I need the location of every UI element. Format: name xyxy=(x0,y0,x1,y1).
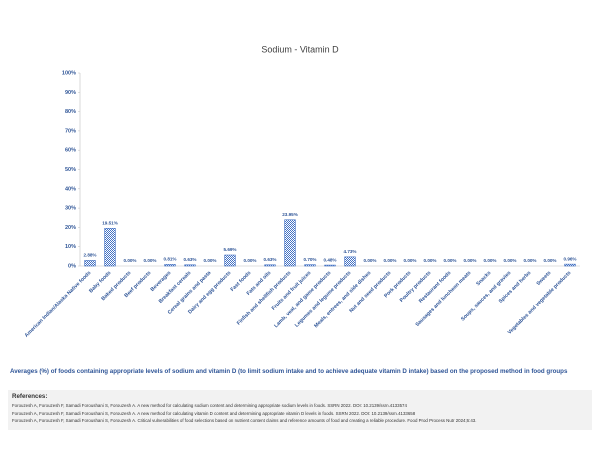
reference: Forouzesh A, Forouzesh F, Samadi Foroush… xyxy=(12,403,407,408)
value-label: 0.00% xyxy=(543,258,556,263)
y-tick-label: 20% xyxy=(65,225,76,231)
value-label: 23.95% xyxy=(282,212,298,217)
y-tick-label: 70% xyxy=(65,128,76,134)
reference: Forouzesh A, Forouzesh F, Samadi Foroush… xyxy=(12,418,477,423)
value-label: 0.48% xyxy=(323,257,336,262)
value-label: 5.69% xyxy=(223,247,236,252)
y-tick-label: 10% xyxy=(65,244,76,250)
bar xyxy=(164,264,176,267)
value-label: 19.51% xyxy=(102,221,118,226)
bar xyxy=(304,264,316,267)
value-label: 0.63% xyxy=(263,257,276,262)
bar xyxy=(344,256,356,267)
chart: Sodium - Vitamin D 0% 10% 20% 30% 40% 50% 60% 7… xyxy=(24,44,580,339)
value-label: 0.63% xyxy=(183,257,196,262)
value-label: 0.96% xyxy=(563,256,576,261)
x-tick-label: Sweets xyxy=(535,270,552,287)
references-title: References: xyxy=(12,393,48,400)
reference: Forouzesh A, Forouzesh F, Samadi Foroush… xyxy=(12,410,416,416)
y-tick-label: 0% xyxy=(68,263,76,269)
y-tick-label: 50% xyxy=(65,167,76,173)
bar xyxy=(324,264,336,267)
value-label: 0.00% xyxy=(363,258,376,263)
chart-title: Sodium - Vitamin D xyxy=(261,44,339,54)
value-label: 0.00% xyxy=(203,258,216,263)
value-label: 0.00% xyxy=(383,258,396,263)
y-tick-label: 100% xyxy=(62,70,76,76)
y-tick-label: 80% xyxy=(65,109,76,115)
bar xyxy=(84,260,96,267)
bar xyxy=(184,264,196,267)
references: References: Forouzesh A, Forouzesh F, Sa… xyxy=(8,390,592,430)
value-label: 4.73% xyxy=(343,249,356,254)
value-label: 0.00% xyxy=(143,258,156,263)
bar xyxy=(284,219,296,267)
caption: Averages (%) of foods containing appropr… xyxy=(10,368,568,375)
value-label: 0.81% xyxy=(163,257,176,262)
value-label: 0.00% xyxy=(483,258,496,263)
x-tick-label: American Indian/Alaska Native foods xyxy=(24,270,93,339)
bar xyxy=(104,228,116,267)
value-label: 0.00% xyxy=(243,258,256,263)
value-label: 0.00% xyxy=(443,258,456,263)
value-label: 0.00% xyxy=(403,258,416,263)
value-label: 0.00% xyxy=(503,258,516,263)
value-label: 2.88% xyxy=(83,253,96,258)
value-label: 0.00% xyxy=(523,258,536,263)
value-label: 0.00% xyxy=(123,258,136,263)
x-tick-label: Snacks xyxy=(475,270,492,287)
y-tick-label: 60% xyxy=(65,148,76,154)
bar xyxy=(564,263,576,267)
value-label: 0.70% xyxy=(303,257,316,262)
bar xyxy=(264,264,276,267)
value-label: 0.00% xyxy=(463,258,476,263)
y-tick-label: 30% xyxy=(65,206,76,212)
bar xyxy=(224,254,236,267)
value-label: 0.00% xyxy=(423,258,436,263)
y-tick-label: 90% xyxy=(65,90,76,96)
y-tick-label: 40% xyxy=(65,186,76,192)
